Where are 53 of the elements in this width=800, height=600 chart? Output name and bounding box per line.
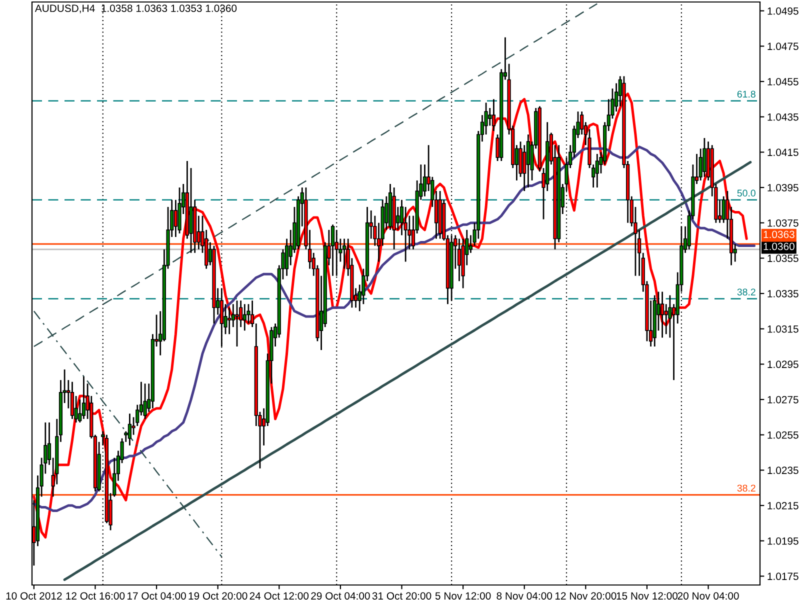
candlestick	[242, 303, 246, 332]
candlestick	[82, 376, 86, 420]
ref-line-label: 1.0360	[764, 242, 794, 250]
ref-line-label: 1.0363	[764, 230, 794, 238]
x-tick-label: 12 Nov 20:00	[555, 592, 616, 600]
candlestick	[492, 98, 496, 132]
candlestick	[235, 300, 239, 348]
x-tick-label: 17 Oct 04:00	[128, 592, 186, 600]
candlestick	[664, 303, 668, 335]
candlestick	[70, 381, 74, 420]
x-tick-label: 24 Oct 12:00	[250, 592, 309, 600]
candlestick	[702, 137, 706, 178]
annotation: 38.2	[737, 484, 756, 492]
y-tick-label: 1.0315	[768, 325, 798, 333]
candlestick	[228, 306, 232, 335]
y-tick-label: 1.0475	[768, 42, 798, 50]
y-tick-label: 1.0295	[768, 360, 798, 368]
candlestick	[174, 199, 178, 238]
y-tick-label: 1.0355	[768, 254, 798, 262]
candlestick	[526, 134, 530, 188]
x-tick-label: 12 Oct 16:00	[66, 592, 125, 600]
y-tick-label: 1.0255	[768, 431, 798, 439]
annotation: 38.2	[737, 288, 756, 296]
x-tick-label: 8 Nov 04:00	[496, 592, 552, 600]
x-tick-label: 20 Nov 04:00	[678, 592, 739, 600]
x-tick-label: 31 Oct 20:00	[372, 592, 432, 600]
chart-title: AUDUSD,H4 1.0358 1.0363 1.0353 1.0360	[34, 4, 237, 14]
candlestick	[660, 291, 664, 338]
candlestick	[128, 412, 132, 446]
y-tick-label: 1.0435	[768, 113, 798, 121]
y-tick-label: 1.0395	[768, 184, 798, 192]
candlestick	[143, 382, 147, 420]
annotation: 61.8	[737, 90, 756, 98]
x-tick-label: 19 Oct 20:00	[188, 592, 248, 600]
x-tick-label: 29 Oct 04:00	[311, 592, 370, 600]
annotation: 50.0	[737, 190, 756, 197]
y-tick-label: 1.0455	[768, 78, 798, 86]
y-tick-label: 1.0495	[768, 7, 798, 15]
candlestick	[722, 196, 726, 224]
candlestick	[457, 238, 462, 282]
y-tick-label: 1.0375	[768, 219, 798, 227]
y-tick-label: 1.0415	[768, 148, 798, 156]
x-tick-label: 10 Oct 2012	[6, 592, 62, 600]
y-tick-label: 1.0275	[768, 396, 798, 404]
x-tick-label: 15 Nov 12:00	[616, 592, 678, 600]
y-tick-label: 1.0195	[768, 537, 798, 545]
y-tick-label: 1.0235	[768, 466, 798, 474]
x-tick-label: 5 Nov 12:00	[435, 592, 491, 600]
y-tick-label: 1.0215	[768, 502, 798, 510]
candlestick	[488, 107, 492, 126]
y-tick-label: 1.0335	[768, 290, 798, 298]
y-tick-label: 1.0175	[768, 572, 798, 580]
candlestick	[595, 153, 599, 188]
